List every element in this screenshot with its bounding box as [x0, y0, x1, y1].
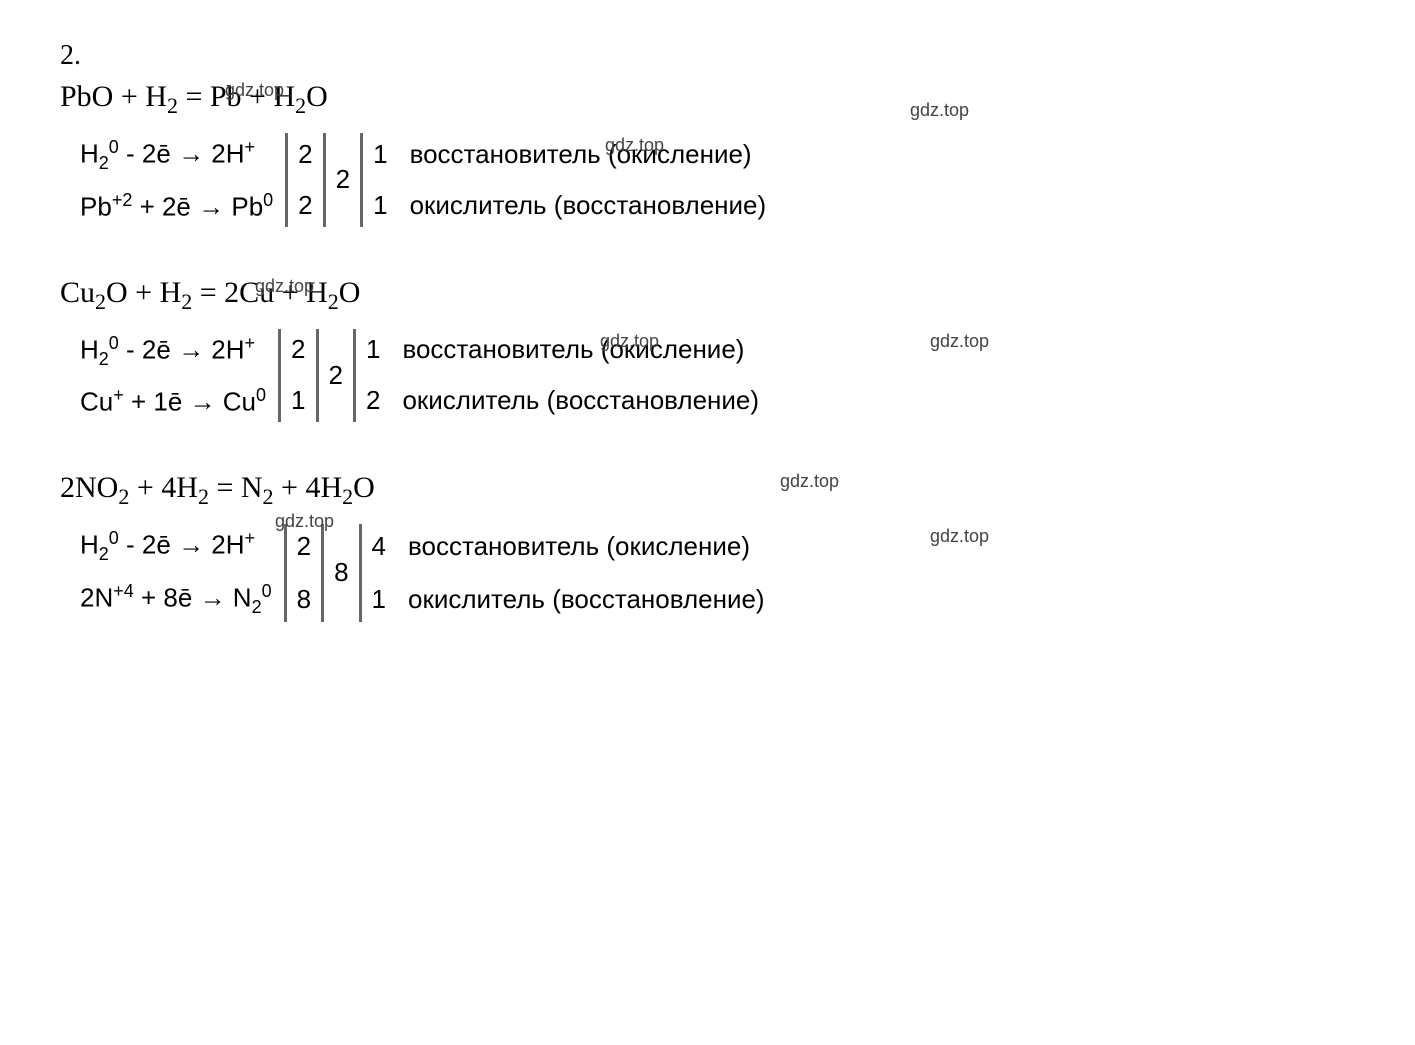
equation-3: 2NO2 + 4H2 = N2 + 4H2O: [60, 471, 1355, 510]
section-2: Cu2O + H2 = 2Cu + H2O H20 - 2ē → 2H+ Cu+…: [60, 276, 1355, 427]
role-bot: окислитель (восстановление): [408, 576, 765, 623]
half-reaction-1-bot: Pb+2 + 2ē → Pb0: [80, 182, 273, 231]
e-top: 2: [291, 334, 305, 365]
section-1: PbO + H2 = Pb + H2O H20 - 2ē → 2H+ Pb+2 …: [60, 80, 1355, 231]
watermark: gdz.top: [225, 80, 284, 101]
role-top: восстановитель (окисление): [408, 523, 765, 570]
role-top: восстановитель (окисление): [402, 326, 759, 373]
half-reaction-3-top: H20 - 2ē → 2H+: [80, 520, 272, 573]
lcm: 2: [329, 360, 343, 391]
lcm: 2: [336, 164, 350, 195]
electrons-col-2: 2 1: [281, 325, 315, 427]
watermark: gdz.top: [255, 276, 314, 297]
balance-block-1: H20 - 2ē → 2H+ Pb+2 + 2ē → Pb0 2 2 2 1 1…: [80, 129, 1355, 231]
lcm-col-1: 2: [326, 129, 360, 231]
coef-col-3: 4 1: [362, 520, 396, 626]
coef-col-2: 1 2: [356, 325, 390, 427]
watermark: gdz.top: [605, 135, 664, 156]
lcm-col-2: 2: [319, 325, 353, 427]
half-reactions-3: H20 - 2ē → 2H+ 2N+4 + 8ē → N20: [80, 520, 284, 626]
coef-top: 4: [372, 531, 386, 562]
watermark: gdz.top: [910, 100, 969, 121]
lcm-col-3: 8: [324, 520, 358, 626]
e-bot: 1: [291, 385, 305, 416]
e-top: 2: [298, 139, 312, 170]
watermark: gdz.top: [600, 331, 659, 352]
problem-number: 2.: [60, 40, 1355, 72]
e-bot: 8: [297, 584, 311, 615]
coef-top: 1: [366, 334, 380, 365]
watermark: gdz.top: [275, 511, 334, 532]
role-bot: окислитель (восстановление): [410, 182, 767, 229]
watermark: gdz.top: [930, 331, 989, 352]
coef-bot: 1: [372, 584, 386, 615]
watermark: gdz.top: [780, 471, 839, 492]
role-top: восстановитель (окисление): [410, 131, 767, 178]
half-reaction-2-bot: Cu+ + 1ē → Cu0: [80, 377, 266, 426]
role-bot: окислитель (восстановление): [402, 377, 759, 424]
balance-block-2: H20 - 2ē → 2H+ Cu+ + 1ē → Cu0 2 1 2 1 2 …: [80, 325, 1355, 427]
roles-2: восстановитель (окисление) окислитель (в…: [390, 325, 759, 427]
lcm: 8: [334, 557, 348, 588]
roles-3: восстановитель (окисление) окислитель (в…: [396, 520, 765, 626]
half-reaction-3-bot: 2N+4 + 8ē → N20: [80, 573, 272, 626]
half-reaction-2-top: H20 - 2ē → 2H+: [80, 325, 266, 378]
balance-block-3: H20 - 2ē → 2H+ 2N+4 + 8ē → N20 2 8 8 4 1…: [80, 520, 1355, 626]
half-reactions-2: H20 - 2ē → 2H+ Cu+ + 1ē → Cu0: [80, 325, 278, 427]
electrons-col-1: 2 2: [288, 129, 322, 231]
electrons-col-3: 2 8: [287, 520, 321, 626]
coef-top: 1: [373, 139, 387, 170]
roles-1: восстановитель (окисление) окислитель (в…: [398, 129, 767, 231]
e-top: 2: [297, 531, 311, 562]
half-reaction-1-top: H20 - 2ē → 2H+: [80, 129, 273, 182]
watermark: gdz.top: [930, 526, 989, 547]
half-reactions-1: H20 - 2ē → 2H+ Pb+2 + 2ē → Pb0: [80, 129, 285, 231]
coef-col-1: 1 1: [363, 129, 397, 231]
section-3: 2NO2 + 4H2 = N2 + 4H2O H20 - 2ē → 2H+ 2N…: [60, 471, 1355, 626]
coef-bot: 1: [373, 190, 387, 221]
e-bot: 2: [298, 190, 312, 221]
coef-bot: 2: [366, 385, 380, 416]
